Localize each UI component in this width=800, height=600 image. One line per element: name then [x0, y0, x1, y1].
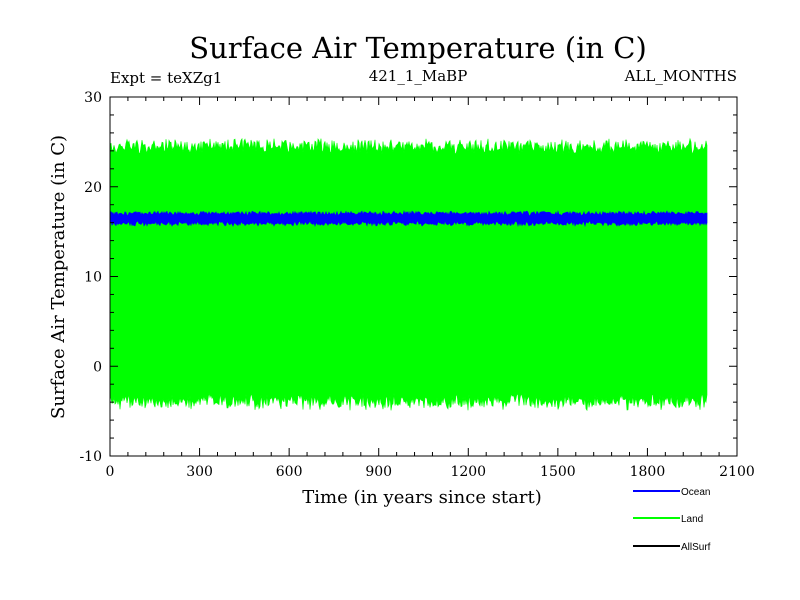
legend-label-land: Land — [681, 514, 703, 525]
y-axis-label: Surface Air Temperature (in C) — [48, 135, 69, 419]
legend: Ocean Land AllSurf — [633, 487, 711, 553]
x-tick-label: 1800 — [630, 464, 666, 480]
x-tick-label: 2100 — [719, 464, 755, 480]
subtitle-left: Expt = teXZg1 — [110, 69, 222, 87]
x-tick-label: 1500 — [540, 464, 576, 480]
legend-label-ocean: Ocean — [681, 487, 710, 498]
y-tick-label: 0 — [93, 359, 102, 375]
legend-label-allsurf: AllSurf — [681, 542, 711, 553]
series-land — [109, 137, 708, 412]
x-axis-label: Time (in years since start) — [302, 487, 542, 508]
y-tick-label: 20 — [84, 180, 102, 196]
subtitle-center: 421_1_MaBP — [369, 67, 468, 85]
x-tick-label: 900 — [365, 464, 392, 480]
x-tick-label: 600 — [276, 464, 303, 480]
x-tick-label: 0 — [106, 464, 115, 480]
series-layer — [109, 137, 708, 412]
series-ocean — [109, 210, 708, 228]
y-tick-label: 30 — [84, 90, 102, 106]
y-tick-label: 10 — [84, 270, 102, 286]
y-tick-label: -10 — [79, 449, 102, 465]
chart-title: Surface Air Temperature (in C) — [189, 31, 647, 65]
x-tick-label: 300 — [186, 464, 213, 480]
subtitle-right: ALL_MONTHS — [624, 67, 737, 85]
x-tick-label: 1200 — [450, 464, 486, 480]
